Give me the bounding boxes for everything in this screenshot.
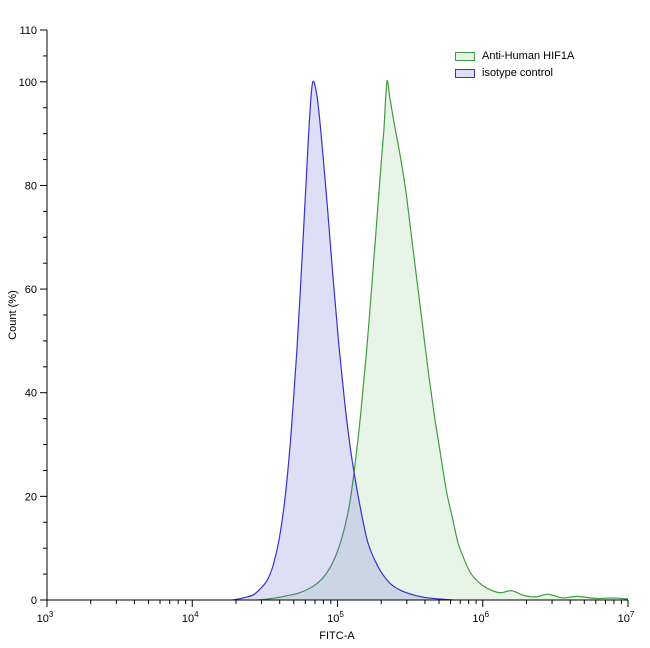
x-axis-label: FITC-A	[319, 630, 355, 642]
legend: Anti-Human HIF1A isotype control	[455, 50, 574, 80]
svg-text:104: 104	[182, 610, 199, 625]
svg-text:80: 80	[25, 180, 37, 192]
svg-text:107: 107	[618, 610, 635, 625]
legend-swatch-blue	[455, 69, 475, 78]
svg-text:60: 60	[25, 284, 37, 296]
svg-text:0: 0	[31, 595, 37, 607]
legend-item-isotype-control: isotype control	[455, 67, 574, 80]
svg-text:110: 110	[19, 25, 37, 37]
legend-item-anti-human-hif1a: Anti-Human HIF1A	[455, 50, 574, 63]
svg-text:103: 103	[37, 610, 54, 625]
svg-text:40: 40	[25, 388, 37, 400]
svg-text:106: 106	[472, 610, 489, 625]
svg-text:20: 20	[25, 491, 37, 503]
plot-area: 103 104 105 106 107 0 20 40 60 80 100 110	[19, 25, 635, 625]
legend-label-anti-human-hif1a: Anti-Human HIF1A	[482, 50, 575, 62]
legend-label-isotype-control: isotype control	[482, 67, 553, 79]
svg-text:105: 105	[327, 610, 344, 625]
legend-swatch-green	[455, 52, 475, 61]
y-axis-label: Count (%)	[7, 290, 19, 340]
svg-text:100: 100	[19, 77, 37, 89]
